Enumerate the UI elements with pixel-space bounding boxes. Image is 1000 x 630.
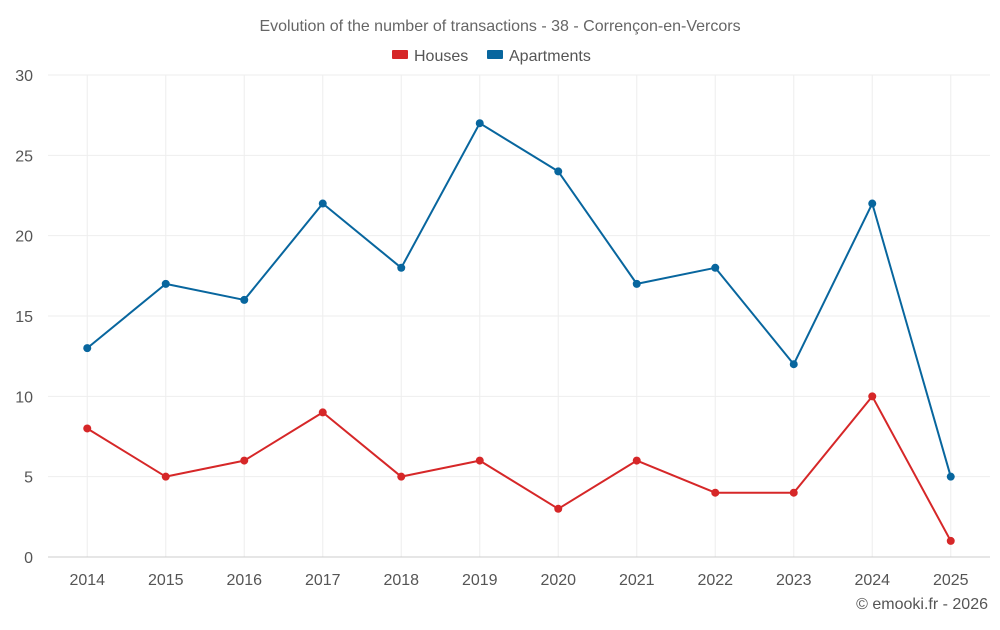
houses-point[interactable]: Houses 2024: 10	[868, 392, 877, 401]
houses-point[interactable]: Houses 2025: 1	[946, 536, 955, 545]
x-tick-label: 2018	[383, 572, 419, 589]
apartments-point[interactable]: Apartments 2015: 17	[161, 279, 170, 288]
houses-point[interactable]: Houses 2018: 5	[397, 472, 406, 481]
houses-point[interactable]: Houses 2016: 6	[240, 456, 249, 465]
apartments-point[interactable]: Apartments 2019: 27	[475, 119, 484, 128]
apartments-point[interactable]: Apartments 2014: 13	[83, 344, 92, 353]
apartments-point[interactable]: Apartments 2021: 17	[632, 279, 641, 288]
houses-point[interactable]: Houses 2021: 6	[632, 456, 641, 465]
houses-point[interactable]: Houses 2019: 6	[475, 456, 484, 465]
y-tick-label: 25	[15, 148, 33, 165]
y-tick-label: 10	[15, 389, 33, 406]
x-tick-label: 2014	[69, 572, 105, 589]
x-tick-label: 2024	[854, 572, 890, 589]
houses-point[interactable]: Houses 2022: 4	[711, 488, 720, 497]
y-tick-label: 0	[24, 550, 33, 567]
x-tick-label: 2021	[619, 572, 655, 589]
apartments-point[interactable]: Apartments 2022: 18	[711, 263, 720, 272]
x-tick-label: 2019	[462, 572, 498, 589]
chart-title: Evolution of the number of transactions …	[259, 18, 740, 35]
apartments-point[interactable]: Apartments 2018: 18	[397, 263, 406, 272]
y-tick-label: 20	[15, 229, 33, 246]
houses-point[interactable]: Houses 2023: 4	[789, 488, 798, 497]
houses-point[interactable]: Houses 2020: 3	[554, 504, 563, 513]
legend-item-houses[interactable]: Houses	[392, 48, 468, 65]
apartments-point[interactable]: Apartments 2017: 22	[318, 199, 327, 208]
x-tick-label: 2020	[540, 572, 576, 589]
credit-text: © emooki.fr - 2026	[856, 596, 988, 613]
series: Houses 2014: 8 Houses 2015: 5 Houses 2016:…	[83, 119, 955, 545]
apartments-point[interactable]: Apartments 2025: 5	[946, 472, 955, 481]
x-tick-label: 2016	[226, 572, 262, 589]
y-tick-label: 15	[15, 309, 33, 326]
legend-swatch-apartments	[487, 50, 503, 59]
x-tick-label: 2015	[148, 572, 184, 589]
grid	[48, 74, 990, 557]
legend-label-apartments: Apartments	[509, 48, 591, 65]
apartments-point[interactable]: Apartments 2016: 16	[240, 295, 249, 304]
legend-item-apartments[interactable]: Apartments	[487, 48, 591, 65]
x-tick-label: 2022	[697, 572, 733, 589]
houses-point[interactable]: Houses 2015: 5	[161, 472, 170, 481]
houses-line	[86, 395, 952, 542]
x-tick-label: 2023	[776, 572, 812, 589]
apartments-point[interactable]: Apartments 2024: 22	[868, 199, 877, 208]
apartments-line	[86, 122, 952, 477]
legend[interactable]: Houses Apartments	[392, 48, 591, 65]
houses-point[interactable]: Houses 2014: 8	[83, 424, 92, 433]
y-tick-label: 5	[24, 470, 33, 487]
legend-swatch-houses	[392, 50, 408, 59]
apartments-point[interactable]: Apartments 2020: 24	[554, 167, 563, 176]
apartments-point[interactable]: Apartments 2023: 12	[789, 360, 798, 369]
y-tick-label: 30	[15, 68, 33, 85]
houses-point[interactable]: Houses 2017: 9	[318, 408, 327, 417]
x-tick-label: 2017	[305, 572, 341, 589]
x-tick-label: 2025	[933, 572, 969, 589]
legend-label-houses: Houses	[414, 48, 468, 65]
